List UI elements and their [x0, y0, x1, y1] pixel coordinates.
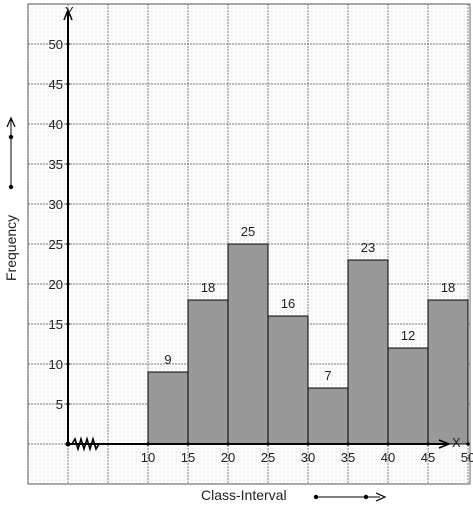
y-tick-mark	[66, 82, 70, 86]
x-tick-mark	[146, 442, 150, 446]
histogram-bar	[307, 387, 349, 445]
histogram-bar	[427, 299, 469, 445]
bar-value-label: 7	[324, 368, 331, 383]
y-tick-mark	[66, 122, 70, 126]
x-tick-mark	[466, 442, 470, 446]
x-tick-mark	[226, 442, 230, 446]
bar-value-label: 23	[361, 240, 375, 255]
y-tick-mark	[66, 282, 70, 286]
x-tick-mark	[186, 442, 190, 446]
bar-value-label: 12	[401, 328, 415, 343]
histogram-bar	[347, 259, 389, 445]
histogram-bar	[147, 371, 189, 445]
histogram-bar	[227, 243, 269, 445]
y-tick-mark	[66, 42, 70, 46]
y-tick-label: 15	[49, 317, 63, 332]
x-tick-mark	[306, 442, 310, 446]
x-tick-mark	[426, 442, 430, 446]
origin-dot	[65, 441, 71, 447]
x-tick-label: 25	[261, 450, 275, 465]
y-tick-mark	[66, 162, 70, 166]
x-axis-title: Class-Interval	[201, 487, 287, 503]
y-tick-label: 30	[49, 197, 63, 212]
histogram-bar	[187, 299, 229, 445]
y-tick-label: 50	[49, 37, 63, 52]
y-tick-mark	[66, 322, 70, 326]
bar-value-label: 9	[164, 352, 171, 367]
x-tick-label: 50	[461, 450, 473, 465]
x-tick-mark	[266, 442, 270, 446]
histogram-bar	[267, 315, 309, 445]
bar-value-label: 25	[241, 224, 255, 239]
histogram-bar	[387, 347, 429, 445]
x-tick-label: 35	[341, 450, 355, 465]
y-tick-mark	[66, 362, 70, 366]
y-axis-arrowhead-icon	[63, 7, 73, 21]
y-tick-mark	[66, 242, 70, 246]
data-labels: 9 18 25 16 7 23 12 18	[164, 224, 455, 383]
tick-labels: 10 15 20 25 30 35 40 45 50 5 10 15 20 25 30 35 40 45 50	[49, 37, 473, 465]
x-tick-label: 10	[141, 450, 155, 465]
bar-value-label: 16	[281, 296, 295, 311]
y-tick-label: 45	[49, 77, 63, 92]
y-tick-label: 20	[49, 277, 63, 292]
x-axis-arrow-icon	[313, 492, 387, 502]
y-tick-label: 25	[49, 237, 63, 252]
bar-value-label: 18	[201, 280, 215, 295]
grid-border	[27, 3, 471, 485]
y-tick-label: 40	[49, 117, 63, 132]
y-axis-title: Frequency	[3, 215, 19, 281]
x-axis-letter: X	[452, 435, 461, 450]
y-tick-label: 10	[49, 357, 63, 372]
x-tick-mark	[346, 442, 350, 446]
bar-value-label: 18	[441, 280, 455, 295]
x-tick-label: 20	[221, 450, 235, 465]
y-tick-label: 5	[56, 397, 63, 412]
x-tick-label: 30	[301, 450, 315, 465]
histogram-bars	[147, 243, 469, 445]
y-tick-mark	[66, 202, 70, 206]
x-tick-label: 15	[181, 450, 195, 465]
y-axis-arrow-icon	[6, 116, 16, 190]
y-axis-letter: Y	[65, 4, 74, 19]
axis-break-zigzag-icon	[71, 436, 100, 452]
y-tick-mark	[66, 402, 70, 406]
x-axis-arrowhead-icon	[438, 439, 452, 449]
x-tick-label: 40	[381, 450, 395, 465]
x-tick-mark	[386, 442, 390, 446]
x-tick-label: 45	[421, 450, 435, 465]
y-tick-label: 35	[49, 157, 63, 172]
